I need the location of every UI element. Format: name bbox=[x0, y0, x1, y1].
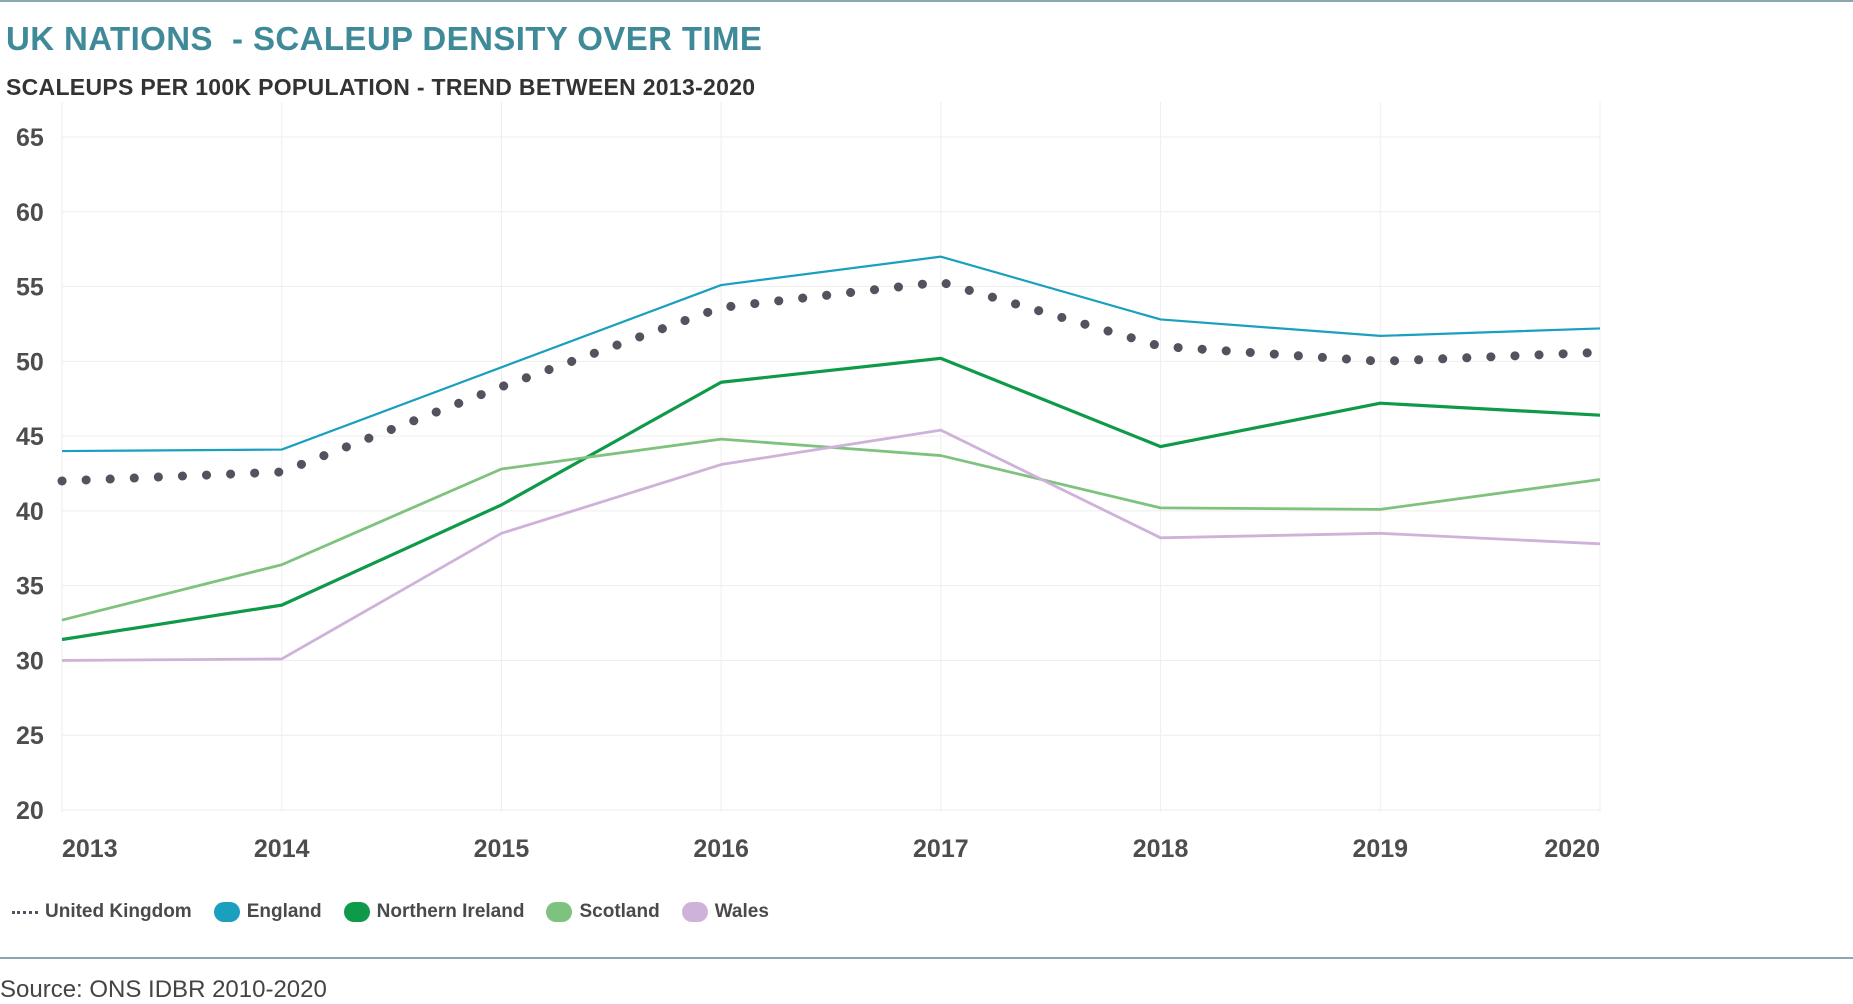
line-chart: 20 25 30 35 40 45 50 55 60 65 2013 2014 2015 2016 2017… bbox=[16, 102, 1605, 863]
data-point-england bbox=[281, 449, 282, 450]
top-rule bbox=[0, 0, 1853, 2]
data-point-northern-ireland bbox=[1160, 446, 1161, 447]
y-tick-label: 20 bbox=[16, 797, 44, 825]
data-point-northern-ireland bbox=[281, 605, 282, 606]
x-tick-label: 2016 bbox=[693, 835, 749, 863]
legend-swatch bbox=[12, 902, 38, 922]
series-line-united-kingdom bbox=[57, 277, 1605, 486]
chart-legend: United Kingdom England Northern Ireland Sco… bbox=[12, 901, 769, 923]
data-point-scotland bbox=[281, 564, 282, 565]
series-line-northern-ireland bbox=[61, 356, 1601, 642]
data-point-northern-ireland bbox=[1600, 415, 1601, 416]
data-point-scotland bbox=[1160, 507, 1161, 508]
data-point-united-kingdom bbox=[940, 282, 941, 283]
data-point-scotland bbox=[721, 439, 722, 440]
bottom-rule bbox=[0, 957, 1853, 959]
y-tick-label: 25 bbox=[16, 722, 44, 750]
chart-title: UK NATIONS - SCALEUP DENSITY OVER TIME bbox=[6, 20, 763, 57]
data-point-northern-ireland bbox=[721, 382, 722, 383]
legend-swatch bbox=[546, 902, 573, 922]
data-point-united-kingdom bbox=[501, 386, 502, 387]
series-line-scotland bbox=[61, 437, 1601, 622]
x-tick-label: 2013 bbox=[62, 835, 118, 863]
x-tick-label: 2018 bbox=[1133, 835, 1189, 863]
data-point-england bbox=[1380, 335, 1381, 336]
legend-swatch bbox=[213, 902, 240, 922]
y-tick-label: 30 bbox=[16, 647, 44, 675]
data-point-scotland bbox=[62, 620, 63, 621]
y-tick-label: 65 bbox=[16, 124, 44, 152]
data-point-england bbox=[62, 451, 63, 452]
data-point-wales bbox=[501, 533, 502, 534]
legend-item: Northern Ireland bbox=[343, 901, 525, 923]
data-point-england bbox=[940, 256, 941, 257]
data-point-united-kingdom bbox=[1380, 361, 1381, 362]
data-point-england bbox=[721, 285, 722, 286]
data-point-wales bbox=[721, 464, 722, 465]
legend-label: Wales bbox=[714, 901, 769, 922]
data-point-scotland bbox=[940, 455, 941, 456]
data-point-united-kingdom bbox=[1600, 352, 1601, 353]
data-point-northern-ireland bbox=[940, 358, 941, 359]
data-point-wales bbox=[1380, 533, 1381, 534]
data-point-scotland bbox=[1600, 479, 1601, 480]
y-tick-label: 35 bbox=[16, 573, 44, 601]
data-point-wales bbox=[62, 660, 63, 661]
data-point-northern-ireland bbox=[62, 639, 63, 640]
series-line-wales bbox=[61, 428, 1601, 662]
data-point-wales bbox=[281, 658, 282, 659]
data-point-northern-ireland bbox=[1380, 403, 1381, 404]
legend-label: United Kingdom bbox=[45, 901, 192, 922]
legend-label: Northern Ireland bbox=[376, 901, 525, 922]
y-tick-label: 55 bbox=[16, 274, 44, 302]
x-tick-label: 2015 bbox=[474, 835, 530, 863]
data-point-england bbox=[1600, 328, 1601, 329]
x-tick-label: 2014 bbox=[254, 835, 310, 863]
data-point-united-kingdom bbox=[62, 480, 63, 481]
data-point-northern-ireland bbox=[501, 504, 502, 505]
y-tick-label: 50 bbox=[16, 348, 44, 376]
data-point-england bbox=[1160, 319, 1161, 320]
chart-subtitle: SCALEUPS PER 100K POPULATION - TREND BET… bbox=[6, 74, 756, 100]
x-tick-label: 2020 bbox=[1544, 835, 1600, 863]
legend-swatch bbox=[681, 902, 708, 922]
data-point-wales bbox=[1600, 543, 1601, 544]
data-point-england bbox=[501, 367, 502, 368]
legend-item: Scotland bbox=[546, 901, 660, 923]
legend-swatch bbox=[343, 902, 370, 922]
legend-item: England bbox=[213, 901, 322, 923]
y-tick-label: 60 bbox=[16, 199, 44, 227]
source-note: Source: ONS IDBR 2010-2020 bbox=[0, 976, 327, 1003]
data-point-united-kingdom bbox=[281, 472, 282, 473]
y-tick-label: 40 bbox=[16, 498, 44, 526]
x-tick-label: 2019 bbox=[1352, 835, 1408, 863]
legend-item: United Kingdom bbox=[12, 901, 192, 923]
y-tick-label: 45 bbox=[16, 423, 44, 451]
data-point-wales bbox=[1160, 537, 1161, 538]
x-tick-label: 2017 bbox=[913, 835, 969, 863]
series-line-england bbox=[61, 255, 1601, 453]
data-point-scotland bbox=[501, 469, 502, 470]
data-point-scotland bbox=[1380, 509, 1381, 510]
data-point-united-kingdom bbox=[721, 307, 722, 308]
legend-label: Scotland bbox=[579, 901, 660, 922]
data-point-wales bbox=[940, 430, 941, 431]
data-point-united-kingdom bbox=[1160, 346, 1161, 347]
legend-label: England bbox=[246, 901, 322, 922]
legend-item: Wales bbox=[681, 901, 769, 923]
